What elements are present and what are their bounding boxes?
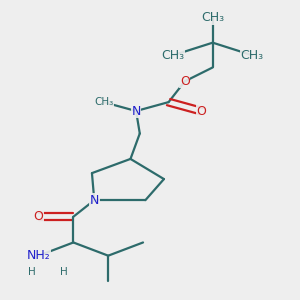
Text: H: H [28,266,35,277]
Text: N: N [90,194,99,207]
Text: CH₃: CH₃ [162,49,185,62]
Text: NH₂: NH₂ [27,249,50,262]
Text: CH₃: CH₃ [94,97,113,107]
Text: O: O [34,210,44,223]
Text: O: O [180,75,190,88]
Text: CH₃: CH₃ [241,49,264,62]
Text: O: O [196,104,206,118]
Text: CH₃: CH₃ [201,11,224,24]
Text: N: N [131,104,141,118]
Text: H: H [60,266,68,277]
